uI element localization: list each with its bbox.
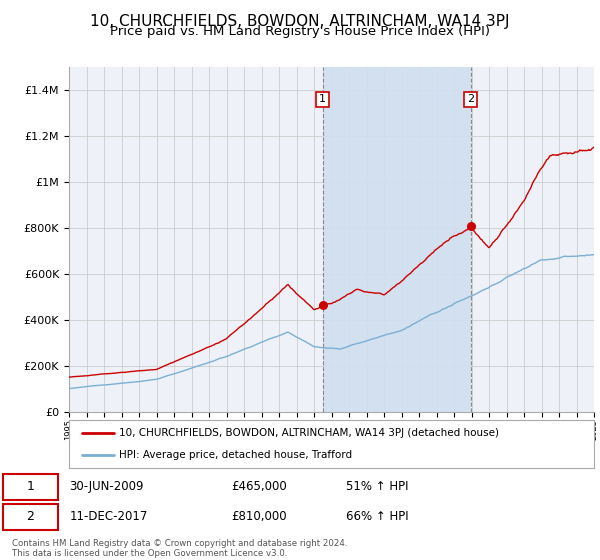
Text: £465,000: £465,000 (231, 480, 287, 493)
Bar (323, 67, 470, 412)
FancyBboxPatch shape (4, 503, 58, 530)
Point (318, 300, 328, 309)
Text: £810,000: £810,000 (231, 510, 287, 523)
Text: 10, CHURCHFIELDS, BOWDON, ALTRINCHAM, WA14 3PJ (detached house): 10, CHURCHFIELDS, BOWDON, ALTRINCHAM, WA… (119, 428, 499, 438)
Point (466, 221, 475, 230)
Text: 66% ↑ HPI: 66% ↑ HPI (346, 510, 409, 523)
FancyBboxPatch shape (4, 474, 58, 500)
Text: 2: 2 (26, 510, 34, 523)
Text: Contains HM Land Registry data © Crown copyright and database right 2024.
This d: Contains HM Land Registry data © Crown c… (12, 539, 347, 558)
Text: 1: 1 (26, 480, 34, 493)
Text: 1: 1 (319, 94, 326, 104)
Text: 10, CHURCHFIELDS, BOWDON, ALTRINCHAM, WA14 3PJ: 10, CHURCHFIELDS, BOWDON, ALTRINCHAM, WA… (90, 14, 510, 29)
Text: HPI: Average price, detached house, Trafford: HPI: Average price, detached house, Traf… (119, 450, 352, 460)
Text: 11-DEC-2017: 11-DEC-2017 (70, 510, 148, 523)
Text: 51% ↑ HPI: 51% ↑ HPI (346, 480, 409, 493)
Text: 30-JUN-2009: 30-JUN-2009 (70, 480, 144, 493)
Text: 2: 2 (467, 94, 474, 104)
Text: Price paid vs. HM Land Registry's House Price Index (HPI): Price paid vs. HM Land Registry's House … (110, 25, 490, 38)
